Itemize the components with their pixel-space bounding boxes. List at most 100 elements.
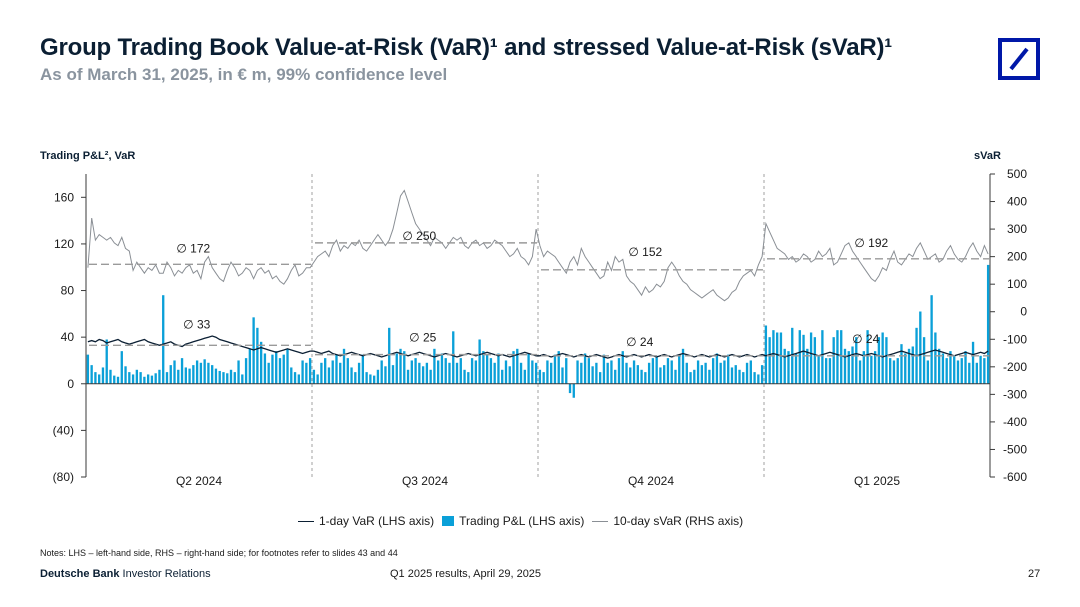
pnl-bar bbox=[395, 353, 398, 384]
pnl-bar bbox=[960, 358, 963, 384]
right-axis-tick-label: 200 bbox=[1007, 250, 1027, 264]
pnl-bar bbox=[376, 369, 380, 384]
pnl-bar bbox=[730, 367, 734, 384]
pnl-bar bbox=[828, 358, 832, 384]
pnl-bar bbox=[211, 365, 214, 384]
legend-pnl-swatch bbox=[442, 516, 455, 526]
pnl-bar bbox=[474, 360, 478, 384]
pnl-bar bbox=[557, 351, 560, 384]
pnl-bar bbox=[158, 369, 161, 384]
pnl-bar bbox=[760, 365, 764, 384]
pnl-bar bbox=[553, 354, 557, 384]
left-axis-tick-label: 40 bbox=[61, 330, 75, 344]
pnl-bar bbox=[256, 327, 259, 384]
quarter-label: Q2 2024 bbox=[176, 474, 222, 488]
pnl-bar bbox=[154, 373, 157, 384]
event-label: Q1 2025 results, April 29, 2025 bbox=[390, 568, 542, 580]
legend-var-swatch bbox=[298, 520, 314, 522]
pnl-bar bbox=[320, 362, 323, 384]
pnl-bar bbox=[98, 374, 101, 384]
pnl-bar bbox=[696, 360, 700, 384]
pnl-bar bbox=[267, 362, 270, 384]
legend-var: 1-day VaR (LHS axis) bbox=[298, 514, 434, 528]
pnl-bar bbox=[538, 369, 542, 384]
pnl-bar bbox=[896, 358, 899, 384]
var-average-label: ∅ 24 bbox=[626, 335, 653, 349]
pnl-bar bbox=[975, 362, 978, 384]
pnl-bar bbox=[391, 365, 395, 384]
pnl-bar bbox=[282, 354, 285, 384]
pnl-bar bbox=[610, 360, 613, 384]
pnl-bar bbox=[704, 362, 707, 384]
pnl-bar bbox=[410, 360, 413, 384]
page-subtitle: As of March 31, 2025, in € m, 99% confid… bbox=[40, 65, 448, 84]
page-title: Group Trading Book Value-at-Risk (VaR)¹ … bbox=[40, 34, 893, 61]
pnl-bar bbox=[113, 375, 116, 384]
pnl-bar bbox=[892, 360, 896, 384]
pnl-bar bbox=[636, 365, 639, 384]
pnl-bar bbox=[504, 360, 508, 384]
pnl-bar bbox=[290, 367, 293, 384]
pnl-bar bbox=[534, 362, 538, 384]
pnl-bar bbox=[862, 351, 865, 384]
pnl-bar bbox=[150, 375, 154, 384]
pnl-bar bbox=[177, 369, 180, 384]
pnl-bar bbox=[693, 369, 696, 384]
brand-footer: Deutsche Bank Investor Relations bbox=[40, 568, 211, 580]
pnl-bar bbox=[986, 264, 990, 384]
pnl-bar bbox=[621, 351, 624, 384]
pnl-bar bbox=[821, 330, 824, 384]
pnl-bar bbox=[406, 369, 410, 384]
pnl-bar bbox=[493, 362, 496, 384]
pnl-bar bbox=[851, 346, 854, 384]
quarter-label: Q4 2024 bbox=[628, 474, 674, 488]
pnl-bar bbox=[779, 332, 783, 384]
pnl-bar bbox=[463, 369, 466, 384]
pnl-bar bbox=[293, 372, 297, 384]
pnl-bar bbox=[335, 354, 338, 384]
legend-pnl-label: Trading P&L (LHS axis) bbox=[459, 514, 585, 528]
pnl-bar bbox=[945, 358, 948, 384]
pnl-bar bbox=[531, 360, 534, 384]
svar-average-label: ∅ 192 bbox=[854, 236, 888, 250]
pnl-bar bbox=[229, 369, 233, 384]
deutsche-bank-logo-icon bbox=[998, 38, 1040, 80]
pnl-bar bbox=[689, 372, 692, 384]
pnl-bar bbox=[131, 374, 135, 384]
pnl-bar bbox=[723, 360, 726, 384]
svar-average-label: ∅ 250 bbox=[402, 229, 436, 243]
quarter-label: Q3 2024 bbox=[402, 474, 448, 488]
pnl-bar bbox=[764, 325, 768, 384]
right-axis-tick-label: -100 bbox=[1003, 332, 1027, 346]
pnl-bar bbox=[162, 295, 165, 384]
pnl-bar bbox=[380, 360, 383, 384]
pnl-bar bbox=[930, 295, 933, 384]
quarter-label: Q1 2025 bbox=[854, 474, 900, 488]
chart-labels: Q2 2024 Q3 2024 Q4 2024 Q1 2025 ∅ 172 ∅ 250 ∅ … bbox=[176, 229, 900, 488]
pnl-bar bbox=[885, 337, 888, 384]
right-axis-title: sVaR bbox=[974, 150, 1001, 162]
pnl-bar bbox=[516, 348, 519, 384]
pnl-bar bbox=[546, 360, 549, 384]
var-average-label: ∅ 33 bbox=[183, 317, 210, 331]
pnl-bar bbox=[757, 374, 760, 384]
pnl-bar bbox=[350, 367, 353, 384]
right-axis-tick-label: 500 bbox=[1007, 167, 1027, 181]
pnl-bar bbox=[629, 367, 632, 384]
pnl-bar bbox=[568, 383, 572, 394]
pnl-bar bbox=[470, 358, 474, 384]
pnl-bar bbox=[877, 337, 881, 384]
pnl-bar bbox=[278, 358, 282, 384]
pnl-bar bbox=[550, 362, 553, 384]
pnl-bar bbox=[94, 372, 97, 384]
pnl-bar bbox=[316, 374, 319, 384]
pnl-bar bbox=[101, 367, 105, 384]
pnl-bar bbox=[440, 353, 444, 384]
pnl-bar bbox=[512, 351, 515, 384]
pnl-bar bbox=[305, 362, 308, 384]
pnl-bar bbox=[241, 374, 244, 384]
pnl-bar bbox=[180, 358, 184, 384]
pnl-bar bbox=[165, 372, 169, 384]
pnl-bar bbox=[576, 360, 579, 384]
footnote: Notes: LHS – left-hand side, RHS – right… bbox=[40, 548, 398, 558]
